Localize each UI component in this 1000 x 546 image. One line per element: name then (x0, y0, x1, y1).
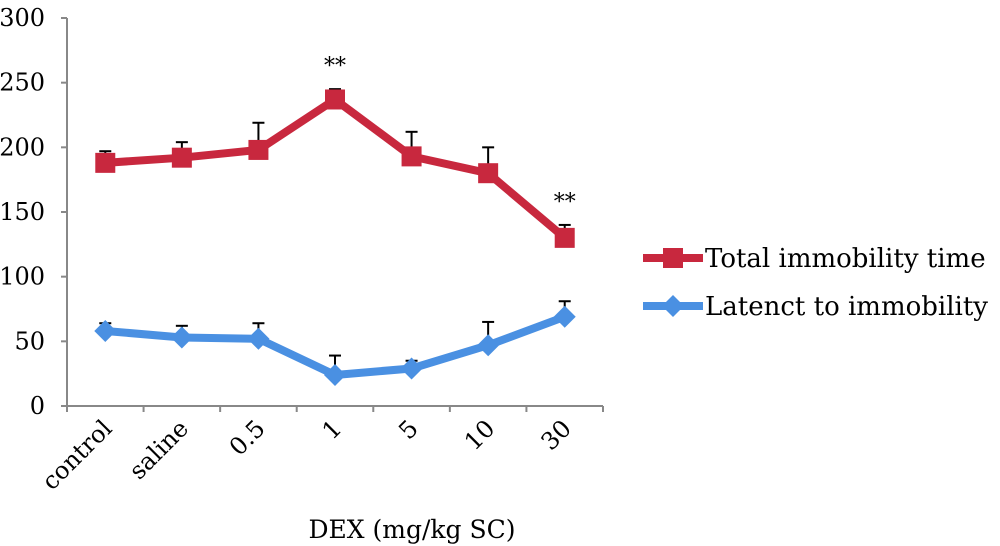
y-tick-label: 100 (0, 263, 45, 291)
y-tick-label: 0 (30, 392, 45, 420)
data-point-diamond (400, 357, 423, 380)
y-tick-label: 200 (0, 133, 45, 161)
series-2 (94, 300, 576, 386)
legend-label: Latenct to immobility (705, 292, 988, 322)
data-point-square (478, 163, 499, 184)
data-point-square (95, 152, 116, 173)
y-axis-ticks: 0 50 100 150 200 250 300 (0, 4, 67, 420)
chart-legend: Total immobility time Latenct to immobili… (643, 244, 988, 322)
data-point-diamond (553, 305, 576, 328)
x-tick-label: 1 (317, 414, 348, 445)
x-tick-label: saline (124, 414, 194, 484)
y-tick-label: 50 (14, 327, 45, 355)
x-tick-label: control (36, 414, 117, 495)
data-point-diamond (247, 327, 270, 350)
x-tick-label: 5 (393, 414, 424, 445)
chart-annotations: ** ** (324, 54, 576, 215)
legend-marker-square (663, 248, 683, 268)
significance-marker: ** (324, 54, 346, 79)
data-point-square (171, 147, 192, 168)
data-point-diamond (170, 326, 193, 349)
y-tick-label: 250 (0, 69, 45, 97)
legend-marker-diamond (662, 295, 684, 317)
data-point-diamond (324, 363, 346, 386)
y-tick-label: 300 (0, 4, 45, 32)
data-point-square (401, 146, 422, 167)
x-axis-ticks: control saline 0.5 1 5 10 30 (36, 406, 604, 495)
legend-item: Latenct to immobility (643, 292, 988, 322)
data-point-diamond (94, 319, 117, 342)
significance-marker: ** (554, 190, 576, 215)
chart-series (94, 88, 576, 386)
x-tick-label: 0.5 (224, 414, 271, 461)
legend-label: Total immobility time (705, 244, 986, 274)
series-1 (95, 88, 575, 248)
data-point-square (325, 89, 345, 110)
y-tick-label: 150 (0, 198, 45, 226)
data-point-diamond (477, 334, 500, 357)
x-tick-label: 30 (536, 414, 577, 455)
x-tick-label: 10 (459, 414, 500, 455)
data-point-square (554, 227, 575, 248)
data-point-square (248, 139, 269, 160)
x-axis-title: DEX (mg/kg SC) (308, 515, 515, 544)
legend-item: Total immobility time (643, 244, 986, 274)
